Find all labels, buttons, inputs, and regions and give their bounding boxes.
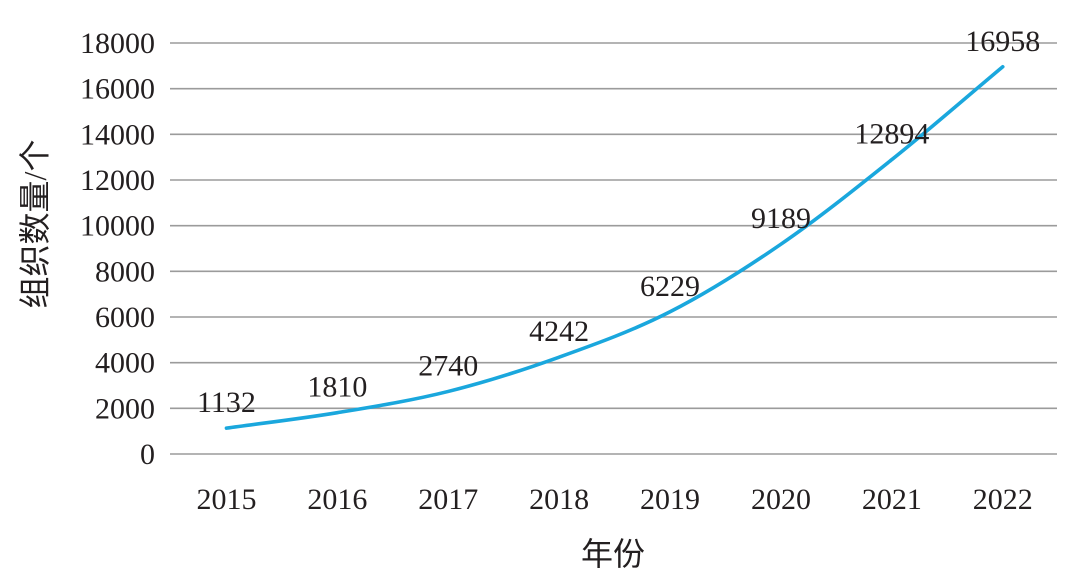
data-label: 2740	[418, 349, 478, 382]
data-label: 16958	[965, 25, 1040, 58]
series-group	[224, 64, 1005, 430]
y-axis-title: 组织数量/个	[17, 140, 53, 309]
data-label: 1132	[197, 386, 256, 419]
x-tick-label: 2020	[751, 483, 811, 516]
data-label: 9189	[751, 202, 811, 235]
y-tick-label: 8000	[95, 255, 155, 288]
x-axis-title: 年份	[581, 536, 645, 572]
x-tick-label: 2022	[973, 483, 1033, 516]
data-label: 1810	[307, 371, 367, 404]
x-tick-labels: 2015 2016 2017 2018 2019 2020 2021 2022	[196, 483, 1032, 516]
data-label: 6229	[640, 270, 700, 303]
gridlines	[170, 42, 1057, 455]
x-tick-label: 2015	[196, 483, 256, 516]
y-tick-label: 10000	[80, 210, 155, 243]
series-line-0	[224, 64, 1005, 430]
data-labels: 1132 1810 2740 4242 6229 9189 12894 16958	[197, 25, 1040, 419]
x-tick-label: 2021	[862, 483, 922, 516]
x-tick-label: 2016	[307, 483, 367, 516]
y-tick-label: 0	[140, 438, 155, 471]
y-tick-label: 18000	[80, 27, 155, 60]
x-tick-label: 2019	[640, 483, 700, 516]
y-tick-label: 12000	[80, 164, 155, 197]
y-tick-label: 14000	[80, 118, 155, 151]
y-tick-labels: 0 2000 4000 6000 8000 10000 12000 14000 16000 180…	[80, 27, 155, 471]
data-label: 12894	[854, 118, 929, 151]
x-tick-label: 2018	[529, 483, 589, 516]
y-tick-label: 16000	[80, 73, 155, 106]
y-tick-label: 2000	[95, 392, 155, 425]
data-label: 4242	[529, 315, 589, 348]
y-tick-label: 6000	[95, 301, 155, 334]
x-tick-label: 2017	[418, 483, 478, 516]
y-tick-label: 4000	[95, 347, 155, 380]
